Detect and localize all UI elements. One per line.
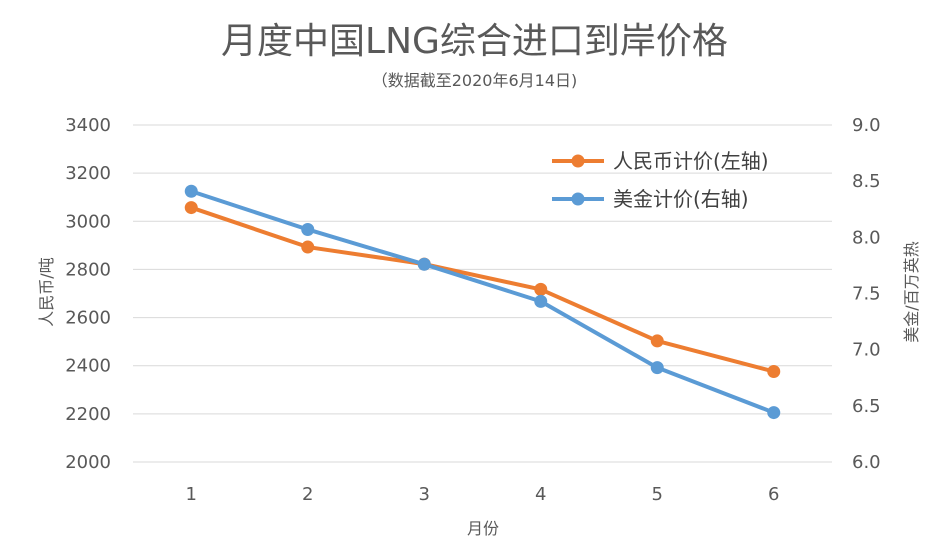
y-right-tick-label: 8.5 [852,171,881,192]
axes: 2000 2200 2400 2600 2800 3000 3200 3400 6.0 6.5 7.… [65,115,880,505]
y-left-tick-label: 3400 [65,115,111,136]
y-right-tick-label: 9.0 [852,115,881,136]
series-usd [184,184,781,420]
y-axis-right-title: 美金/百万英热 [902,241,921,342]
legend-label: 人民币计价(左轴) [613,149,769,173]
y-right-tick-label: 6.0 [852,452,881,473]
series-cny [184,201,781,378]
y-left-tick-label: 2000 [65,452,111,473]
y-axis-left-title: 人民币/吨 [37,257,56,326]
y-left-tick-label: 2800 [65,259,111,280]
legend-marker [571,192,585,206]
data-point [534,294,548,308]
data-point [417,257,431,271]
legend: 人民币计价(左轴) 美金计价(右轴) [552,149,769,211]
x-tick-label: 5 [652,484,663,505]
data-point [301,240,315,254]
x-tick-label: 6 [768,484,779,505]
data-point [184,184,198,198]
x-tick-label: 4 [535,484,546,505]
y-left-tick-label: 2200 [65,404,111,425]
y-right-tick-label: 6.5 [852,396,881,417]
data-point [767,406,781,420]
y-right-tick-label: 8.0 [852,227,881,248]
series-line [189,205,776,374]
data-point [301,222,315,236]
y-right-tick-label: 7.0 [852,340,881,361]
gridlines [133,124,832,463]
x-tick-label: 2 [302,484,313,505]
data-point [534,282,548,296]
legend-item: 美金计价(右轴) [552,187,749,211]
legend-label: 美金计价(右轴) [613,187,749,211]
chart-title: 月度中国LNG综合进口到岸价格 [221,21,728,62]
series-line [189,189,776,415]
y-right-tick-label: 7.5 [852,284,881,305]
x-tick-label: 3 [419,484,430,505]
data-point [650,361,664,375]
y-left-tick-label: 3000 [65,211,111,232]
data-point [767,364,781,378]
x-tick-label: 1 [186,484,197,505]
x-axis-title: 月份 [467,519,499,538]
series [184,184,781,420]
data-point [184,201,198,215]
y-left-tick-label: 2600 [65,308,111,329]
legend-marker [571,154,585,168]
chart-subtitle: （数据截至2020年6月14日) [371,71,578,90]
y-left-tick-label: 2400 [65,356,111,377]
y-left-tick-label: 3200 [65,163,111,184]
data-point [650,334,664,348]
legend-item: 人民币计价(左轴) [552,149,769,173]
